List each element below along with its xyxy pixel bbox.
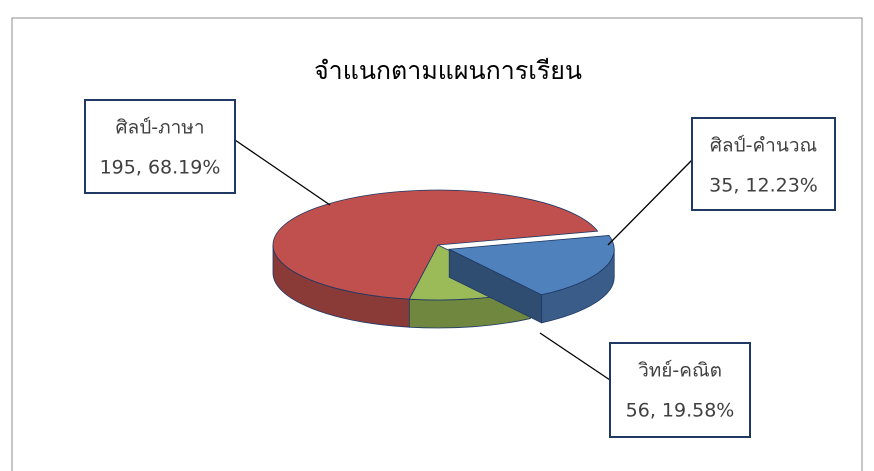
slice [447,235,615,296]
data-label-box [691,117,836,211]
data-label: 35, 12.23% [709,175,818,197]
data-label-box [609,342,751,438]
slice [272,189,599,300]
data-label-box [84,99,236,194]
data-label: 195, 68.19% [100,157,221,179]
data-label: 56, 19.58% [626,400,735,422]
leader-line [539,332,611,381]
category-label: ศิลป์-ภาษา [115,117,204,139]
leader-line [234,139,331,206]
chart-title: จำแนกตามแผนการเรียน [314,56,582,85]
category-label: ศิลป์-คำนวณ [710,135,817,157]
leader-line [607,159,693,246]
category-label: วิทย์-คณิต [638,360,722,382]
